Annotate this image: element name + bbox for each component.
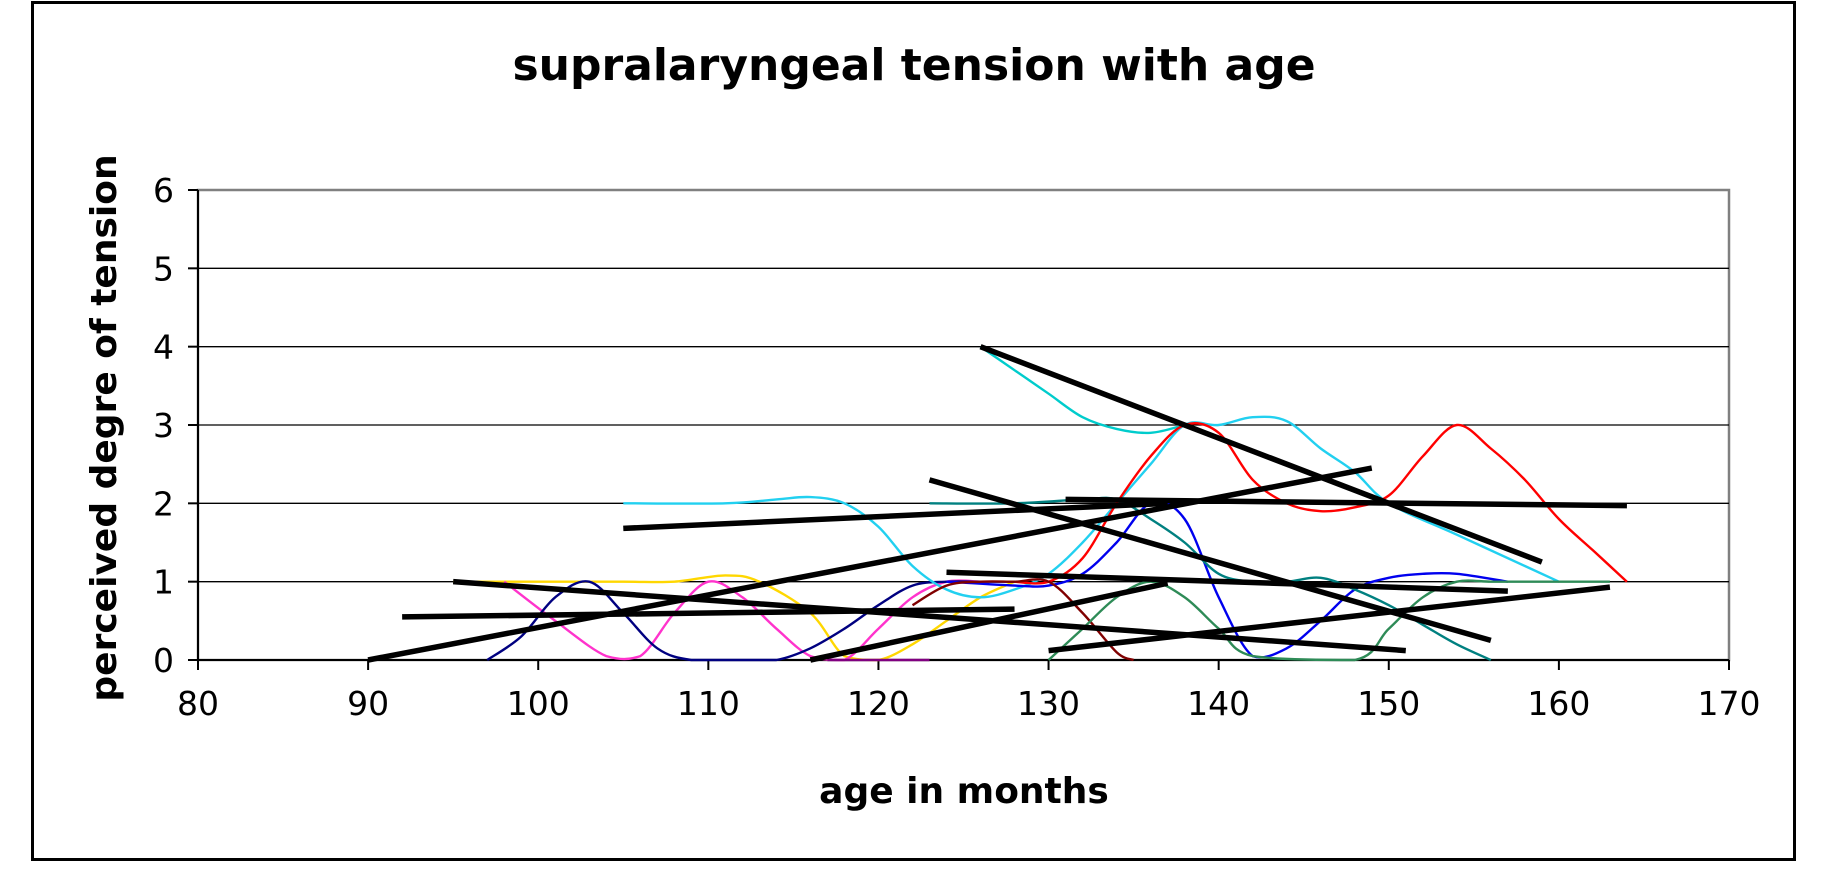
x-tick-label: 80 [177, 684, 219, 723]
x-tick-label: 160 [1527, 684, 1590, 723]
y-tick-label: 5 [153, 249, 174, 288]
series-line-5 [979, 345, 1185, 435]
trend-line-6 [452, 578, 1406, 654]
y-tick-label: 1 [153, 563, 174, 602]
series-line-7 [946, 500, 1509, 659]
trend-line-5 [1065, 496, 1627, 509]
chart-frame [31, 1, 1796, 861]
y-axis-title: perceived degre of tension [84, 154, 125, 701]
x-tick-label: 120 [847, 684, 910, 723]
x-tick-label: 110 [677, 684, 740, 723]
series-line-8 [911, 578, 1135, 662]
trend-line-8 [946, 569, 1508, 594]
chart-title: supralaryngeal tension with age [512, 40, 1315, 91]
trend-line-10 [809, 580, 1169, 663]
y-tick-label: 0 [153, 641, 174, 680]
trend-line-7 [402, 606, 1015, 620]
y-tick-label: 4 [153, 328, 174, 367]
plot-area: 0 1 2 3 4 5 6 80 90 100 110 120 130 140 150 160 170 [153, 171, 1761, 723]
x-tick-label: 100 [507, 684, 570, 723]
x-tick-label: 150 [1357, 684, 1420, 723]
trend-line-4 [623, 500, 1168, 532]
x-tick-label: 90 [347, 684, 389, 723]
y-tick-label: 2 [153, 484, 174, 523]
y-tick-label: 3 [153, 406, 174, 445]
x-tick-label: 140 [1187, 684, 1250, 723]
x-axis-title: age in months [819, 771, 1109, 812]
x-tick-label: 170 [1698, 684, 1761, 723]
trend-line-9 [1048, 584, 1611, 654]
trend-line-2 [979, 344, 1543, 565]
series-line-3 [486, 580, 1015, 662]
y-tick-label: 6 [153, 171, 174, 210]
x-tick-label: 130 [1017, 684, 1080, 723]
